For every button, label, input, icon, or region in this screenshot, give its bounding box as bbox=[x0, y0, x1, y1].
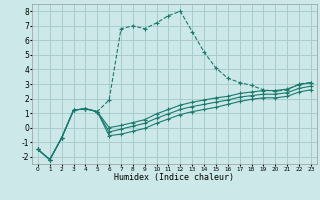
X-axis label: Humidex (Indice chaleur): Humidex (Indice chaleur) bbox=[115, 173, 234, 182]
